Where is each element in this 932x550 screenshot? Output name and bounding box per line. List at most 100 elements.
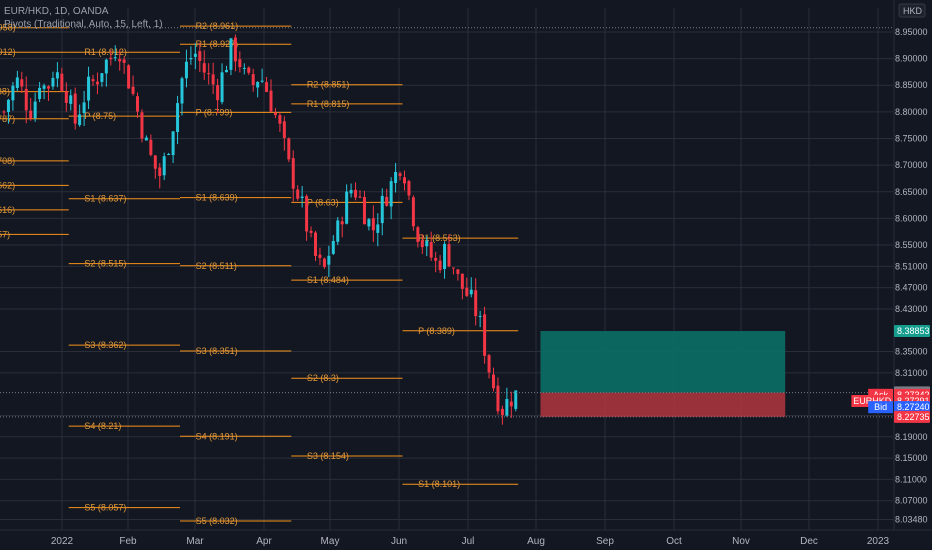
candle-body — [11, 85, 15, 101]
candle-body — [229, 38, 233, 70]
pivot-label: S2 (8.3) — [307, 373, 339, 383]
price-tick-label: 8.19000 — [895, 432, 928, 442]
price-tick-label: 8.95000 — [895, 27, 928, 37]
pivot-label: P (8.63) — [307, 197, 339, 207]
candle-body — [291, 158, 295, 189]
price-tag-value: 8.27291 — [897, 396, 930, 406]
candle-body — [411, 197, 415, 227]
candle-body — [327, 255, 331, 265]
candle-body — [33, 101, 37, 119]
pivot-label: S2 (8.515) — [84, 259, 126, 269]
candle-body — [336, 220, 340, 242]
price-tick-label: 8.55000 — [895, 240, 928, 250]
long-position-tool[interactable] — [540, 331, 786, 417]
pivot-label: R1 (8.912) — [0, 47, 16, 57]
candle-body — [456, 269, 460, 274]
time-tick-label: Aug — [527, 536, 545, 547]
candle-body — [55, 72, 59, 79]
candle-body — [380, 195, 384, 224]
candle-body — [6, 99, 10, 113]
pivot-label: S1 (8.484) — [307, 275, 349, 285]
candle-body — [354, 189, 358, 198]
price-tag-bg — [894, 410, 930, 423]
candle-body — [460, 273, 464, 289]
time-tick-label: Oct — [666, 536, 682, 547]
candle-body — [385, 196, 389, 206]
candle-body — [362, 196, 366, 225]
candle-body — [492, 374, 495, 389]
time-tick-label: Mar — [186, 536, 204, 547]
price-tick-label: 8.60000 — [895, 213, 928, 223]
candle-body — [514, 390, 518, 409]
pivot-label: S3 (8.351) — [196, 346, 238, 356]
price-tag-value: 8.38853 — [897, 326, 930, 336]
candle-body — [193, 53, 197, 57]
time-tick-label: Sep — [596, 536, 614, 547]
pivot-label: S5 (8.57) — [0, 229, 10, 239]
candle-body — [220, 72, 224, 103]
time-tick-label: Feb — [119, 536, 137, 547]
candle-body — [305, 196, 309, 232]
price-tick-label: 8.11000 — [895, 474, 927, 484]
price-tick-label: 8.65000 — [895, 187, 928, 197]
candle-body — [198, 51, 202, 61]
candle-body — [51, 77, 55, 87]
loss-zone[interactable] — [540, 392, 786, 417]
price-tag-value: 8.22735 — [897, 412, 930, 422]
candle-body — [407, 181, 411, 196]
candle-body — [176, 103, 180, 133]
pivot-label: R1 (8.563) — [418, 233, 461, 243]
candle-body — [425, 240, 429, 247]
candle-body — [273, 112, 277, 116]
candle-body — [180, 78, 184, 104]
pivot-label: S5 (8.032) — [196, 516, 238, 526]
price-tick-label: 8.43000 — [895, 304, 928, 314]
candle-body — [394, 171, 398, 184]
candle-body — [265, 82, 269, 92]
candle-body — [189, 58, 193, 60]
candle-body — [225, 69, 228, 73]
price-tag-value: 8.27240 — [897, 402, 930, 412]
price-tag-bg — [894, 401, 930, 414]
price-axis[interactable]: 8.95000 8.90000 8.85000 8.80000 8.75000 8.700… — [893, 0, 928, 530]
price-tick-label: 8.35000 — [895, 347, 928, 357]
candle-body — [136, 96, 139, 112]
candle-body — [443, 243, 447, 270]
pivot-label: S3 (8.662) — [0, 180, 15, 190]
pivot-label: S2 (8.708) — [0, 156, 15, 166]
candle-body — [171, 131, 175, 156]
chart-title[interactable]: EUR/HKD, 1D, OANDA — [4, 6, 109, 17]
candle-body — [331, 240, 335, 254]
candle-body — [73, 93, 77, 124]
candle-body — [95, 81, 99, 85]
candle-body — [78, 114, 82, 126]
candle-body — [38, 87, 42, 99]
pivot-lines: R2 (8.958) R1 (8.912) P (8.838) S1 (8.787) S… — [0, 21, 519, 526]
pivot-label: P (8.799) — [196, 107, 233, 117]
candle-body — [367, 219, 371, 227]
candle-body — [91, 79, 95, 82]
candle-body — [483, 314, 487, 356]
candle-body — [144, 137, 148, 141]
time-tick-label: 2022 — [51, 536, 74, 547]
candle-body — [349, 189, 353, 194]
candle-body — [340, 221, 344, 225]
price-tick-label: 8.15000 — [895, 453, 928, 463]
profit-zone[interactable] — [540, 331, 786, 393]
currency-badge[interactable] — [898, 3, 926, 18]
time-axis[interactable]: 2022 Feb Mar Apr May Jun Jul Aug Sep Oct Nov Dec 202… — [0, 529, 932, 547]
candle-body — [69, 95, 73, 104]
price-tick-label: 8.75000 — [895, 134, 928, 144]
candle-body — [376, 224, 380, 233]
candle-body — [216, 85, 220, 101]
indicator-legend[interactable]: Pivots (Traditional, Auto, 15, Left, 1) — [4, 19, 163, 30]
price-tag-value: 8.27342 — [897, 390, 930, 400]
candle-body — [47, 86, 50, 89]
candle-body — [403, 177, 406, 184]
pivot-label: R1 (8.927) — [196, 39, 239, 49]
price-tag-label: Ask — [873, 390, 889, 400]
candle-body — [469, 289, 473, 295]
candle-body — [131, 86, 135, 94]
